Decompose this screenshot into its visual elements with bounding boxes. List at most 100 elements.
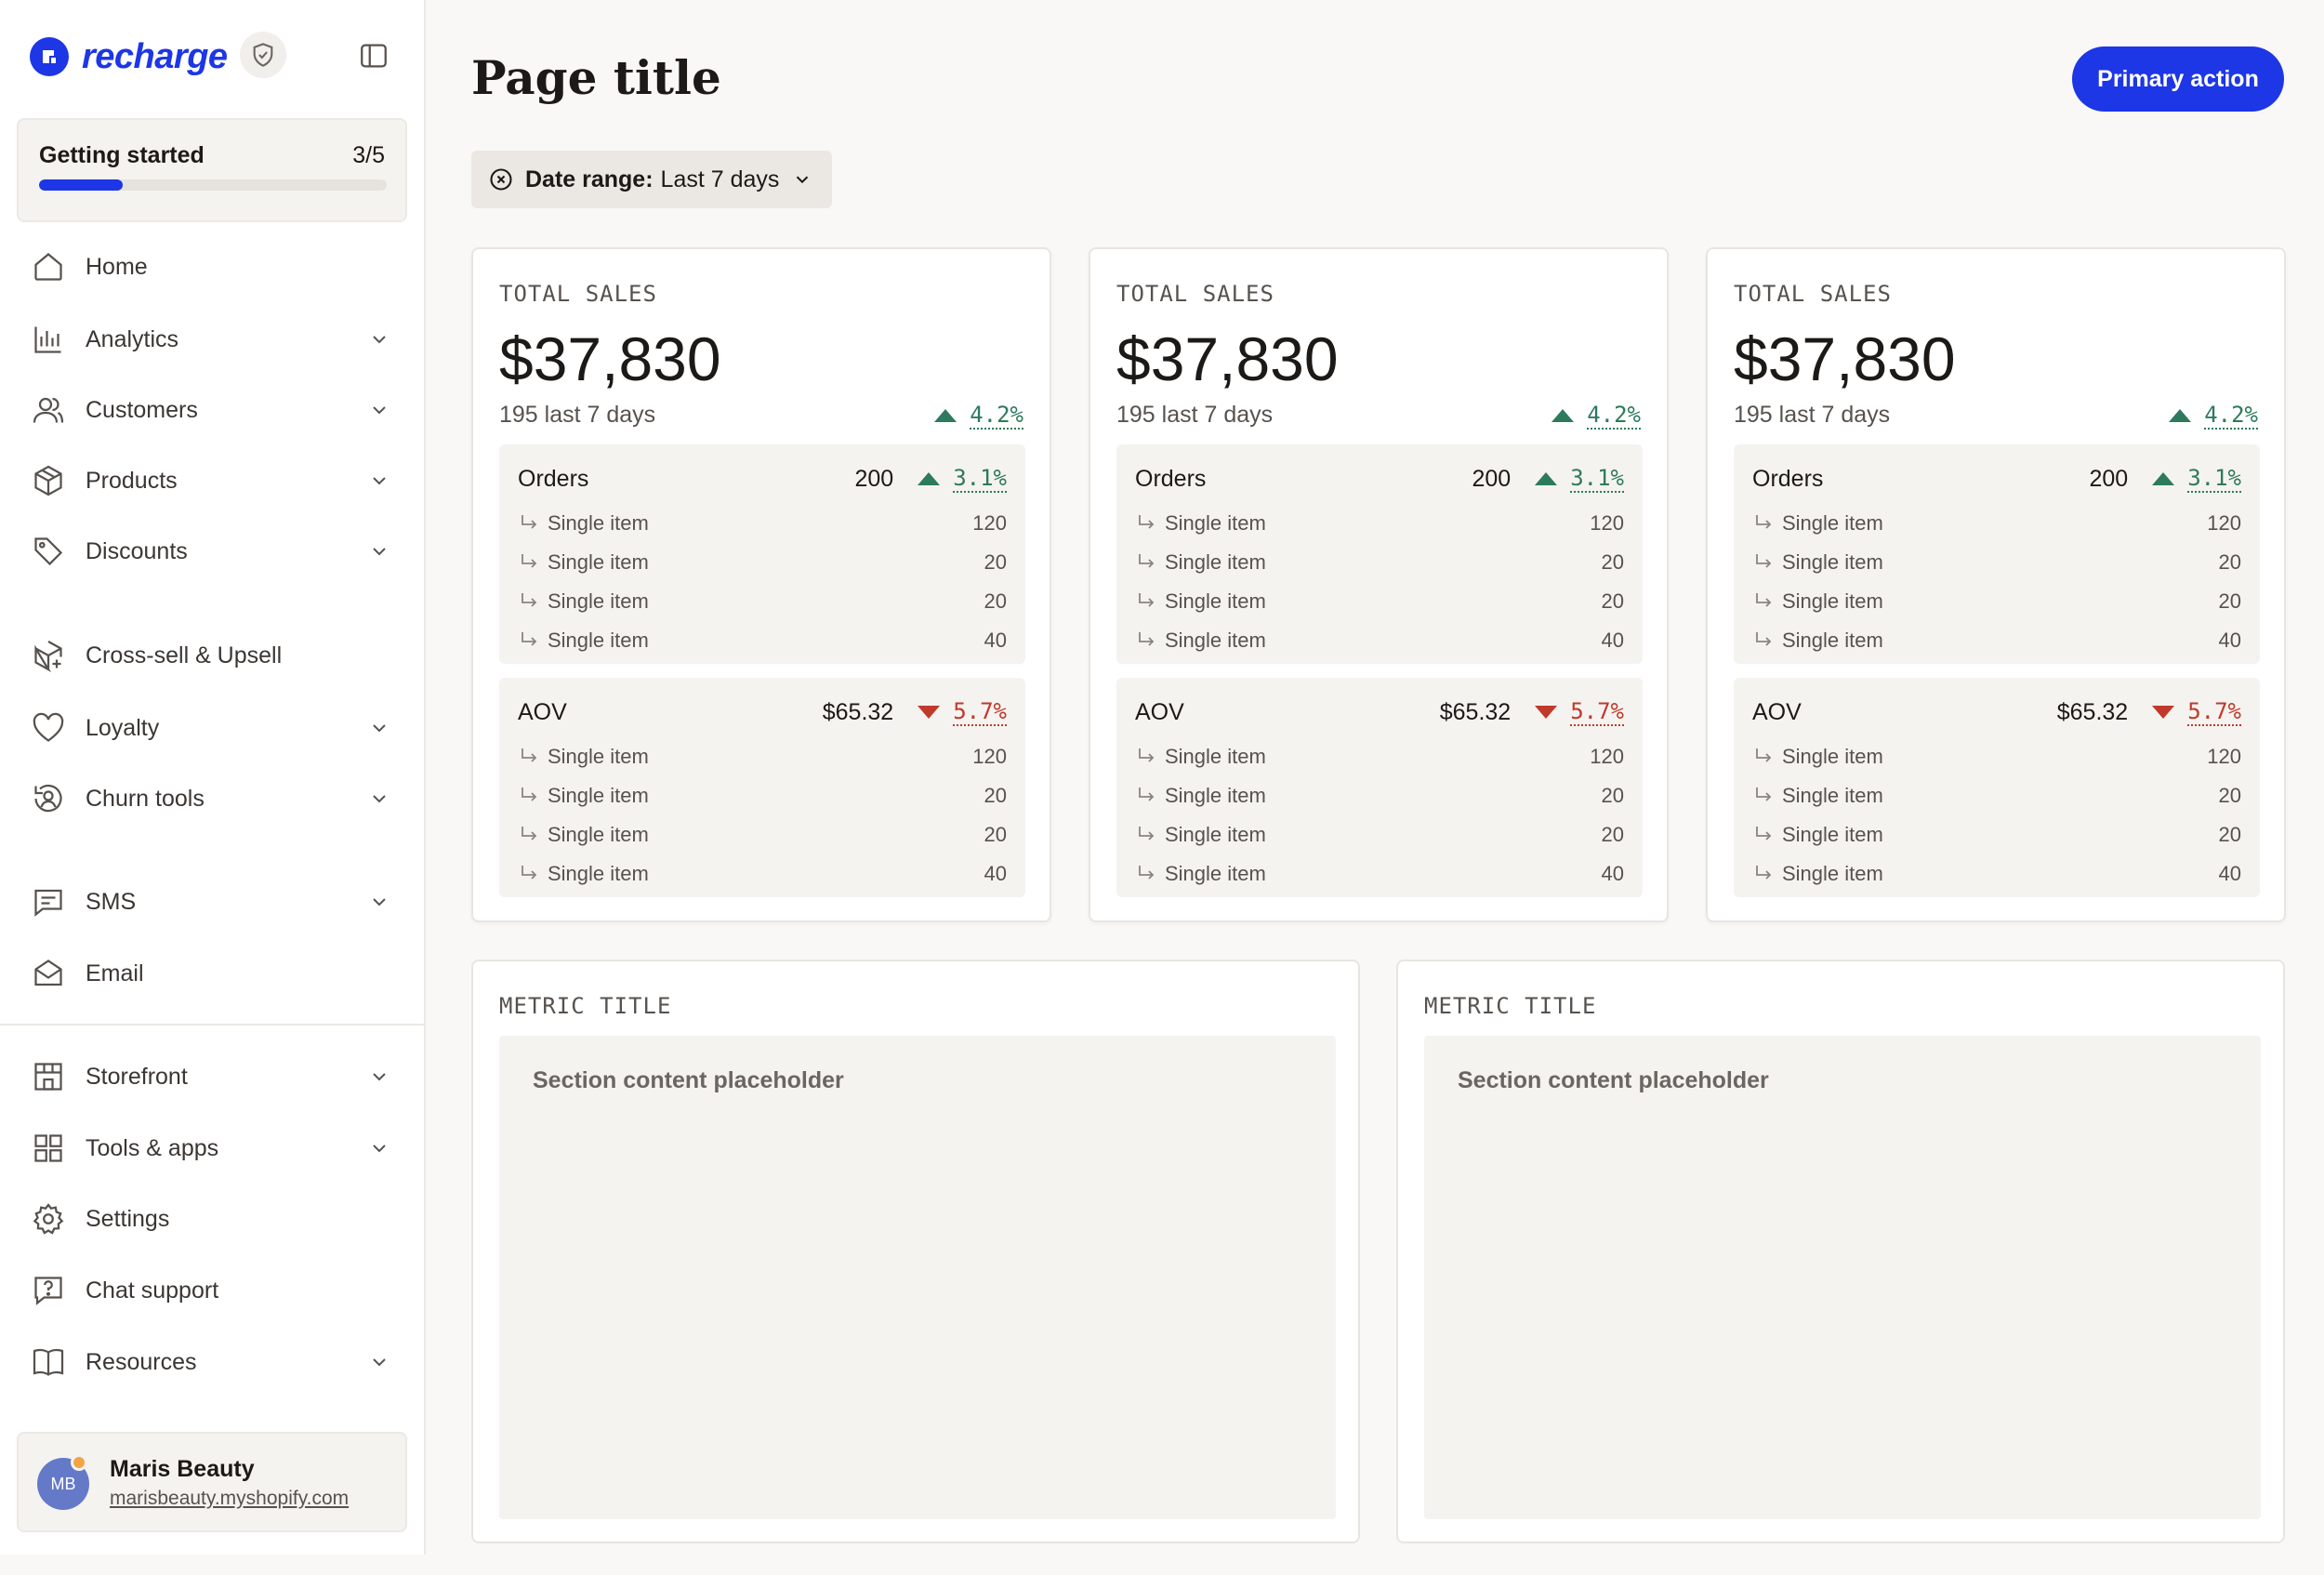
breakdown-delta[interactable]: 3.1% xyxy=(918,465,1007,493)
breakdown-label: AOV xyxy=(518,698,567,725)
sidebar-item-analytics[interactable]: Analytics xyxy=(17,311,407,367)
metric-delta[interactable]: 4.2% xyxy=(2169,402,2258,430)
metric-title: TOTAL SALES xyxy=(1116,281,1274,307)
sidebar-item-sms[interactable]: SMS xyxy=(17,874,407,930)
getting-started-card[interactable]: Getting started 3/5 xyxy=(17,118,407,222)
sidebar-item-crosssell[interactable]: Cross-sell & Upsell xyxy=(17,628,407,683)
sub-item-arrow-icon xyxy=(522,632,537,646)
book-icon xyxy=(30,1343,67,1381)
sidebar-item-customers[interactable]: Customers xyxy=(17,382,407,438)
date-range-filter[interactable]: Date range: Last 7 days xyxy=(471,151,832,208)
store-account-card[interactable]: MB Maris Beauty marisbeauty.myshopify.co… xyxy=(17,1432,407,1532)
breakdown-row-value: 40 xyxy=(2218,862,2241,885)
breakdown-row: Single item 120 xyxy=(518,743,1007,771)
sidebar-item-email[interactable]: Email xyxy=(17,946,407,1001)
sidebar-item-products[interactable]: Products xyxy=(17,453,407,509)
metric-value: $37,830 xyxy=(1734,324,1956,393)
breakdown-row-value: 20 xyxy=(984,550,1007,574)
metric-subtext: 195 last 7 days xyxy=(1116,402,1274,428)
sidebar: recharge Getting started 3/5 Home Analyt… xyxy=(0,0,426,1555)
breakdown-label: Orders xyxy=(1752,465,1824,492)
sidebar-item-label: Settings xyxy=(86,1205,170,1232)
breakdown-delta[interactable]: 3.1% xyxy=(2152,465,2241,493)
section-title: METRIC TITLE xyxy=(499,993,672,1019)
breakdown-delta[interactable]: 5.7% xyxy=(918,698,1007,726)
breakdown-row: Single item 20 xyxy=(1752,549,2241,576)
trend-down-icon xyxy=(918,706,941,719)
breakdown-delta-value: 5.7% xyxy=(1570,698,1624,726)
message-icon xyxy=(30,883,67,920)
sidebar-item-resources[interactable]: Resources xyxy=(17,1334,407,1390)
breakdown-row: Single item 40 xyxy=(1135,627,1624,655)
breakdown-panel: Orders 200 3.1% Single item 120 Single item 20… xyxy=(1116,444,1643,664)
getting-started-count: 3/5 xyxy=(352,142,385,168)
sub-item-arrow-icon xyxy=(522,788,537,801)
breakdown-row-label: Single item xyxy=(1165,823,1266,846)
breakdown-delta[interactable]: 3.1% xyxy=(1535,465,1624,493)
sidebar-toggle-icon[interactable] xyxy=(355,37,392,74)
chevron-down-icon[interactable] xyxy=(368,717,390,739)
getting-started-label: Getting started xyxy=(39,142,205,168)
breakdown-value: $65.32 xyxy=(1439,698,1512,725)
breakdown-row: Single item 20 xyxy=(518,782,1007,810)
chevron-down-icon[interactable] xyxy=(368,891,390,913)
sidebar-item-label: Products xyxy=(86,467,178,494)
section-placeholder: Section content placeholder xyxy=(1458,1067,1769,1093)
breakdown-row: Single item 20 xyxy=(518,588,1007,615)
chevron-down-icon[interactable] xyxy=(368,788,390,810)
breakdown-row-value: 120 xyxy=(2207,511,2241,535)
sidebar-item-label: Analytics xyxy=(86,325,179,352)
metric-delta[interactable]: 4.2% xyxy=(934,402,1023,430)
sub-item-arrow-icon xyxy=(1139,515,1155,529)
sub-item-arrow-icon xyxy=(1139,866,1155,880)
breakdown-delta[interactable]: 5.7% xyxy=(2152,698,2241,726)
sub-item-arrow-icon xyxy=(1756,748,1772,762)
metric-title: TOTAL SALES xyxy=(1734,281,1892,307)
breakdown-delta[interactable]: 5.7% xyxy=(1535,698,1624,726)
sidebar-item-loyalty[interactable]: Loyalty xyxy=(17,700,407,756)
breakdown-delta-value: 3.1% xyxy=(2187,465,2241,493)
chevron-down-icon[interactable] xyxy=(368,399,390,421)
breakdown-value: 200 xyxy=(2089,465,2129,492)
chevron-down-icon[interactable] xyxy=(368,540,390,562)
sidebar-item-chat[interactable]: Chat support xyxy=(17,1263,407,1318)
sidebar-item-settings[interactable]: Settings xyxy=(17,1191,407,1247)
sidebar-item-tools[interactable]: Tools & apps xyxy=(17,1120,407,1176)
chevron-down-icon[interactable] xyxy=(368,328,390,351)
breakdown-row-value: 20 xyxy=(984,589,1007,613)
section-content: Section content placeholder xyxy=(1424,1036,2261,1519)
section-placeholder: Section content placeholder xyxy=(533,1067,844,1093)
breakdown-row-value: 20 xyxy=(2218,784,2241,807)
breakdown-row-value: 120 xyxy=(2207,745,2241,768)
breakdown-row-label: Single item xyxy=(548,745,649,768)
clear-filter-icon[interactable] xyxy=(488,166,514,192)
breakdown-delta-value: 5.7% xyxy=(2187,698,2241,726)
metric-delta-value: 4.2% xyxy=(970,402,1023,430)
sidebar-item-discounts[interactable]: Discounts xyxy=(17,523,407,579)
sidebar-item-home[interactable]: Home xyxy=(17,239,407,295)
sub-item-arrow-icon xyxy=(1756,554,1772,568)
store-domain-link[interactable]: marisbeauty.myshopify.com xyxy=(110,1488,350,1509)
status-dot xyxy=(71,1454,87,1471)
metric-card: TOTAL SALES $37,830 195 last 7 days 4.2% Ord… xyxy=(1089,247,1669,922)
breakdown-row-label: Single item xyxy=(548,823,649,846)
breakdown-row: Single item 20 xyxy=(1135,782,1624,810)
primary-action-button[interactable]: Primary action xyxy=(2072,46,2284,112)
sidebar-item-label: Customers xyxy=(86,396,198,423)
breakdown-value: 200 xyxy=(854,465,894,492)
metric-delta[interactable]: 4.2% xyxy=(1552,402,1641,430)
breakdown-row: Single item 120 xyxy=(1752,510,2241,537)
brand-logo-link[interactable]: recharge xyxy=(30,33,228,80)
sidebar-item-churn[interactable]: Churn tools xyxy=(17,771,407,827)
metric-title: TOTAL SALES xyxy=(499,281,657,307)
sidebar-item-label: Cross-sell & Upsell xyxy=(86,642,283,668)
breakdown-row-value: 120 xyxy=(1590,745,1624,768)
section-content: Section content placeholder xyxy=(499,1036,1336,1519)
breakdown-header: AOV $65.32 5.7% xyxy=(518,696,1007,728)
chevron-down-icon[interactable] xyxy=(368,1065,390,1088)
chevron-down-icon[interactable] xyxy=(368,1137,390,1159)
chevron-down-icon[interactable] xyxy=(368,470,390,492)
sidebar-item-storefront[interactable]: Storefront xyxy=(17,1049,407,1105)
shield-check-icon[interactable] xyxy=(240,32,286,78)
chevron-down-icon[interactable] xyxy=(368,1351,390,1373)
